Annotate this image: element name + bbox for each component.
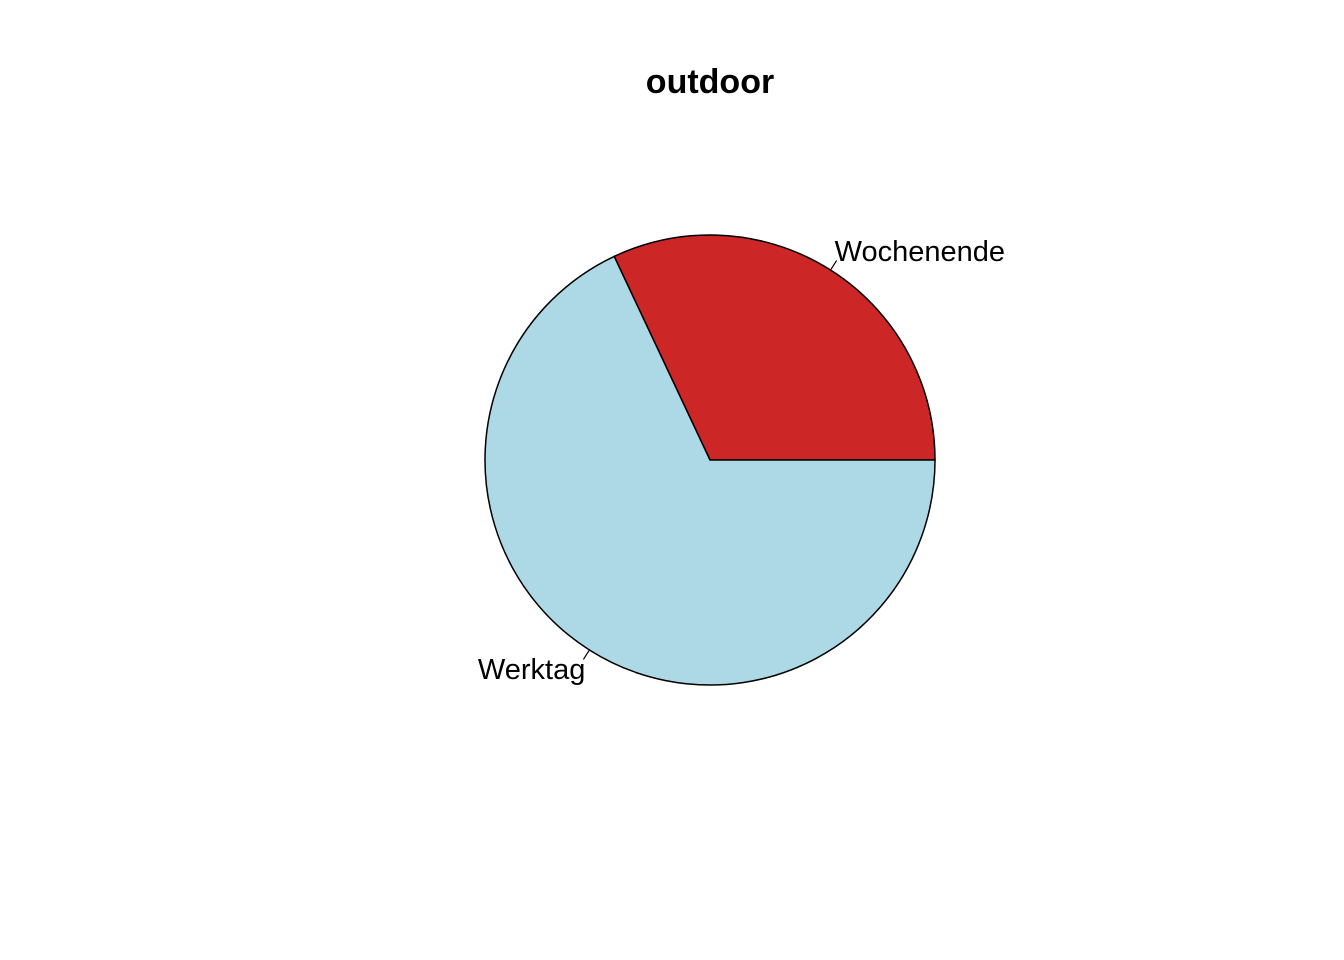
label-leader-line bbox=[830, 260, 838, 271]
slice-label: Werktag bbox=[478, 654, 585, 686]
chart-title: outdoor bbox=[646, 63, 774, 101]
pie-slice-werktag bbox=[484, 255, 936, 686]
label-leader-line bbox=[582, 649, 590, 660]
pie-slice-wochenende bbox=[613, 234, 936, 461]
slice-label: Wochenende bbox=[835, 236, 1005, 268]
